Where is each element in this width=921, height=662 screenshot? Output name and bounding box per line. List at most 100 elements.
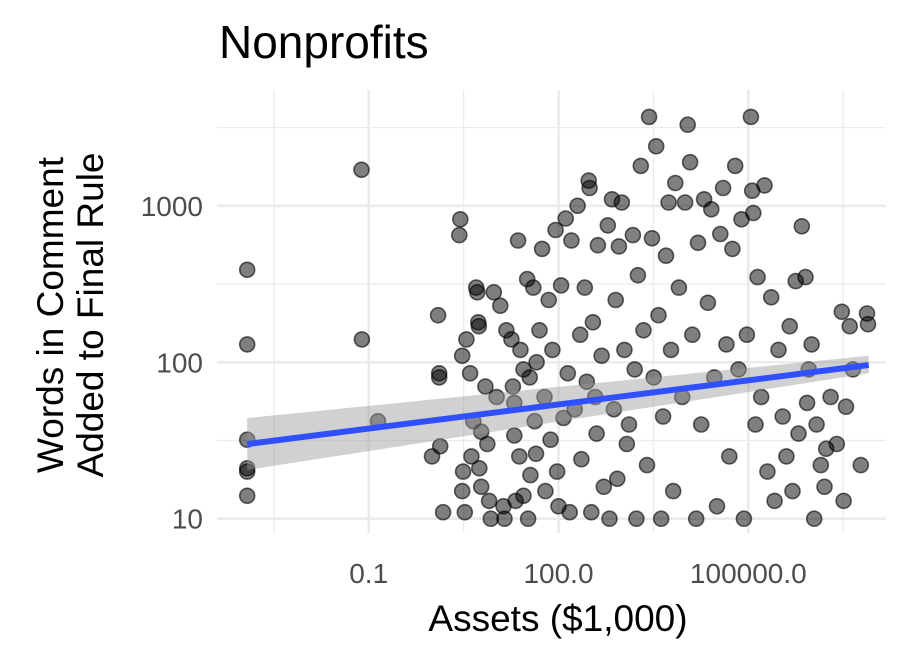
x-axis-title: Assets ($1,000) [428,598,687,639]
chart-title: Nonprofits [219,16,429,68]
grid-lines [217,90,886,533]
data-point [593,347,610,365]
data-point [708,497,726,515]
y-axis-title: Words in Comment Added to Final Rule [30,153,111,478]
data-point [759,463,776,480]
data-point [660,194,677,211]
data-point [505,427,523,444]
data-point [812,456,830,474]
data-point [595,478,613,496]
data-point [766,492,783,510]
data-point [434,503,452,521]
data-point [730,361,747,378]
data-point [451,211,469,228]
data-point [629,266,647,284]
data-point [714,179,732,197]
data-point [607,291,625,309]
data-point [480,492,498,510]
data-point [470,459,488,477]
data-point [519,510,537,528]
data-point [859,315,877,333]
data-point [645,369,663,386]
data-point [692,416,710,433]
data-point [805,510,823,528]
data-point [828,435,846,453]
data-point [803,336,820,353]
data-point [468,283,486,301]
data-point [488,388,505,406]
data-point [711,225,729,243]
data-point [784,482,801,500]
data-point [571,326,589,344]
data-point [647,138,665,155]
data-point [559,364,577,382]
data-point [742,108,760,126]
data-point [547,221,564,239]
data-point [735,510,753,528]
data-point [238,487,256,505]
data-point [542,431,559,449]
data-point [503,331,520,348]
y-axis-title-line-2: Added to Final Rule [70,153,111,478]
x-tick-label: 100.0 [523,558,593,589]
data-point [353,331,371,348]
data-point [654,408,672,425]
data-point [798,394,816,412]
data-point [650,306,667,324]
data-point [588,425,605,442]
data-point [527,445,545,463]
data-point [470,317,488,335]
data-point [738,326,756,344]
data-point [752,388,770,406]
data-point [822,388,839,406]
data-point [599,217,617,234]
data-point [496,510,513,528]
data-point [238,463,256,480]
data-point [702,201,720,218]
data-point [431,437,449,455]
y-tick-label: 10 [172,504,203,535]
data-point [563,232,580,249]
data-point [526,412,544,430]
data-point [797,268,814,286]
data-point [453,482,471,500]
data-point [770,341,787,359]
data-point [616,341,633,359]
data-point [531,321,548,339]
data-point [687,510,705,528]
data-point [841,317,859,335]
data-point [584,313,602,331]
data-point [522,466,539,484]
data-point [515,487,532,505]
data-point [478,435,496,453]
data-point [640,108,658,126]
data-point [238,336,256,353]
data-point [756,177,773,194]
data-point [632,157,650,175]
data-point [635,321,652,339]
data-point [747,416,764,433]
data-point [749,268,766,286]
data-point [790,425,807,442]
data-point [605,400,623,418]
data-points [238,108,877,528]
data-point [781,317,799,335]
data-point [681,153,699,171]
y-tick-label: 100 [156,347,203,378]
data-point [552,277,570,294]
data-point [601,510,618,528]
data-point [482,510,500,528]
data-point [510,448,528,465]
data-point [816,478,833,496]
data-point [582,503,600,521]
data-point [509,232,527,249]
x-tick-labels: 0.1 100.0 100000.0 [349,558,806,589]
data-point [491,297,509,315]
data-point [624,226,642,244]
data-point [670,279,688,296]
data-point [657,247,675,264]
data-point [463,448,480,465]
data-point [540,291,558,309]
data-point [456,503,474,521]
